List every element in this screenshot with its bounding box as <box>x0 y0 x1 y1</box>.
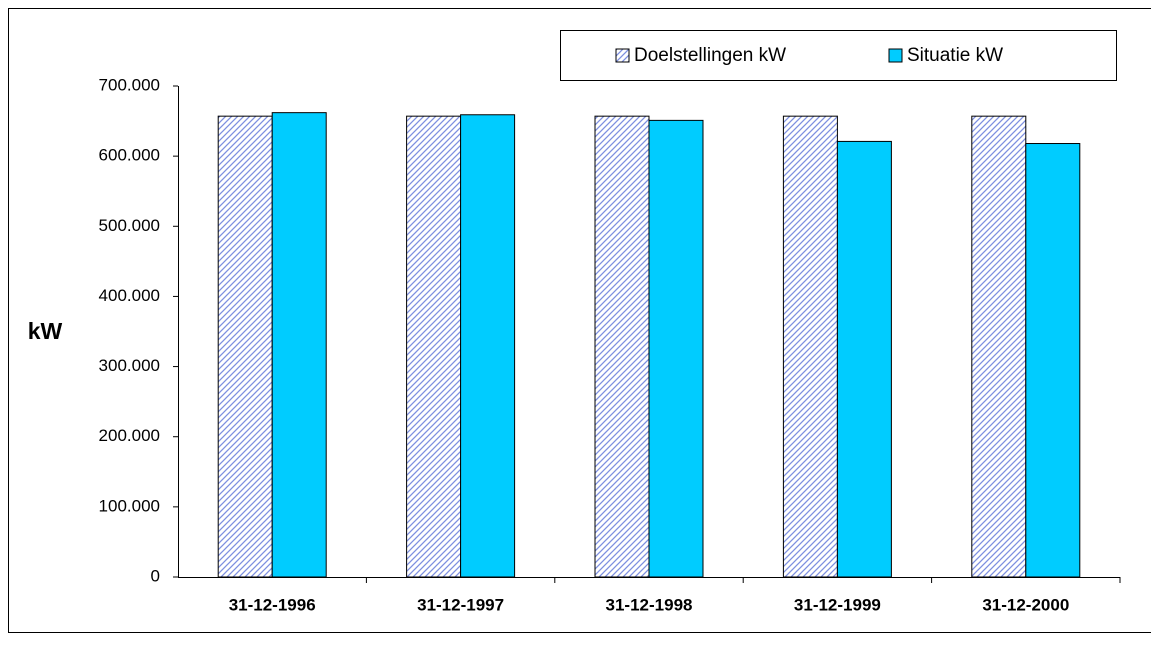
legend-label: Situatie kW <box>907 45 1003 66</box>
x-tick-label: 31-12-2000 <box>982 595 1069 614</box>
bar <box>406 115 462 578</box>
x-tick-label: 31-12-1998 <box>606 595 693 614</box>
x-tick-label: 31-12-1999 <box>794 595 881 614</box>
y-tick-label: 600.000 <box>99 146 160 165</box>
bar <box>460 114 516 578</box>
y-tick-label: 0 <box>151 566 160 585</box>
bar <box>782 115 838 578</box>
y-tick-label: 200.000 <box>99 426 160 445</box>
legend-box <box>560 30 1117 81</box>
y-tick-label: 400.000 <box>99 286 160 305</box>
x-tick-label: 31-12-1997 <box>417 595 504 614</box>
y-tick-label: 500.000 <box>99 216 160 235</box>
legend-swatch <box>888 48 903 63</box>
y-tick-label: 700.000 <box>99 75 160 94</box>
bar <box>1025 143 1081 578</box>
bar <box>271 112 327 578</box>
legend-swatch <box>615 48 630 63</box>
y-axis-title: kW <box>28 318 63 344</box>
x-tick-label: 31-12-1996 <box>229 595 316 614</box>
y-tick-label: 100.000 <box>99 496 160 515</box>
bar <box>971 115 1027 578</box>
y-tick-label: 300.000 <box>99 356 160 375</box>
bar <box>594 115 650 578</box>
bar <box>648 119 704 578</box>
bar <box>217 115 273 578</box>
chart-border <box>8 8 1151 633</box>
bar <box>836 140 892 578</box>
legend-label: Doelstellingen kW <box>634 45 786 66</box>
